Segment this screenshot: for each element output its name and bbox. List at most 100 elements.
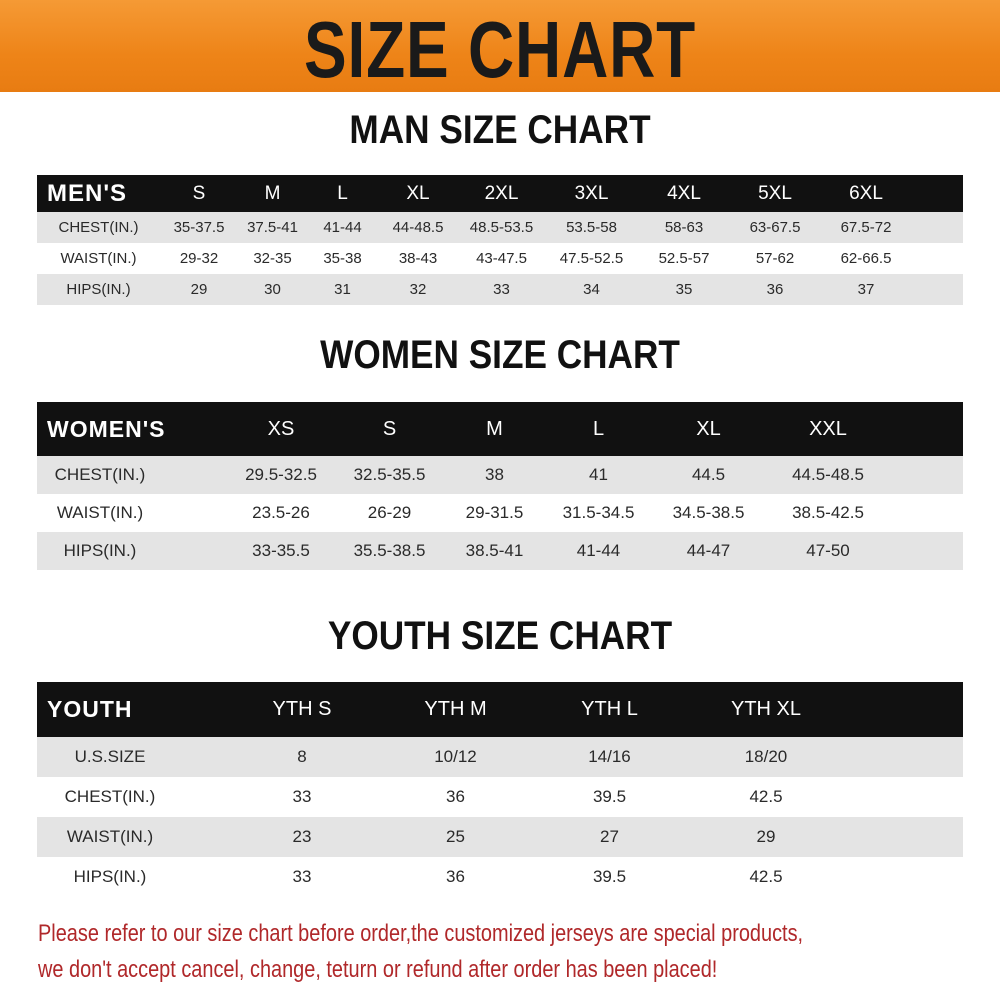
- size-cell: 3XL: [574, 182, 609, 204]
- table-row: CHEST(IN.) 33 36 39.5 42.5: [37, 777, 963, 817]
- size-cell: 43-47.5: [476, 250, 527, 267]
- size-cell: 35-38: [323, 250, 362, 267]
- size-cell: 38: [485, 465, 504, 484]
- size-cell: 14/16: [588, 747, 631, 766]
- size-cell: 26-29: [367, 503, 412, 522]
- size-cell: 44-48.5: [392, 219, 444, 236]
- size-cell: 47-50: [806, 541, 850, 560]
- size-cell: 35: [675, 281, 693, 298]
- size-cell: 39.5: [592, 867, 627, 886]
- size-cell: XL: [696, 417, 721, 440]
- row-label: CHEST(IN.): [64, 787, 156, 806]
- row-label: CHEST(IN.): [58, 219, 139, 236]
- size-cell: 29: [190, 281, 208, 298]
- size-cell: 63-67.5: [749, 219, 801, 236]
- size-cell: 4XL: [667, 182, 701, 204]
- row-label: WOMEN'S: [47, 415, 166, 442]
- size-cell: 36: [446, 787, 465, 806]
- table-row: U.S.SIZE 8 10/12 14/16 18/20: [37, 737, 963, 777]
- table-row: CHEST(IN.) 29.5-32.5 32.5-35.5 38 41 44.5 44.5…: [37, 456, 963, 494]
- size-cell: XXL: [809, 417, 847, 440]
- size-cell: 44.5-48.5: [792, 465, 864, 484]
- men-section-title: MAN SIZE CHART: [349, 108, 651, 152]
- size-cell: YTH L: [581, 698, 638, 720]
- row-label: YOUTH: [47, 696, 133, 722]
- size-chart-banner: SIZE CHART: [0, 0, 1000, 94]
- row-label: CHEST(IN.): [54, 465, 146, 484]
- size-cell: 10/12: [434, 747, 477, 766]
- size-cell: M: [486, 417, 503, 440]
- size-cell: 36: [446, 867, 465, 886]
- row-label: WAIST(IN.): [66, 827, 154, 846]
- table-row: WAIST(IN.) 29-32 32-35 35-38 38-43 43-47.5 47.…: [37, 243, 963, 274]
- row-label: HIPS(IN.): [63, 541, 137, 560]
- table-header-row: YOUTH YTH S YTH M YTH L YTH XL: [37, 682, 963, 737]
- size-cell: 30: [264, 281, 281, 298]
- size-cell: 48.5-53.5: [469, 219, 534, 236]
- table-row: WAIST(IN.) 23.5-26 26-29 29-31.5 31.5-34.5 34…: [37, 494, 963, 532]
- size-cell: 5XL: [758, 182, 792, 204]
- size-cell: 35-37.5: [173, 219, 225, 236]
- page-title: SIZE CHART: [304, 5, 696, 94]
- women-section-title: WOMEN SIZE CHART: [320, 333, 680, 377]
- size-cell: 8: [297, 747, 307, 766]
- size-cell: 37: [857, 281, 875, 298]
- size-cell: 67.5-72: [840, 219, 892, 236]
- size-cell: 38-43: [398, 250, 438, 267]
- size-cell: 37.5-41: [247, 219, 298, 236]
- table-header-row: WOMEN'S XS S M L XL XXL: [37, 402, 963, 456]
- size-cell: 27: [600, 827, 619, 846]
- size-cell: 35.5-38.5: [353, 541, 426, 560]
- size-cell: 6XL: [849, 182, 883, 204]
- size-cell: 33: [292, 867, 312, 886]
- size-cell: 41-44: [323, 219, 362, 236]
- size-cell: 32: [409, 281, 427, 298]
- row-label: WAIST(IN.): [60, 250, 137, 267]
- size-cell: 42.5: [749, 787, 783, 806]
- size-cell: 41-44: [576, 541, 621, 560]
- size-cell: 41: [589, 465, 608, 484]
- size-cell: 62-66.5: [840, 250, 892, 267]
- row-label: HIPS(IN.): [73, 867, 147, 886]
- size-cell: 29-32: [179, 250, 219, 267]
- size-cell: 33: [292, 787, 312, 806]
- size-cell: 58-63: [664, 219, 704, 236]
- size-cell: XL: [406, 182, 430, 204]
- size-cell: 31: [334, 281, 351, 298]
- size-cell: 39.5: [592, 787, 627, 806]
- size-cell: 29-31.5: [465, 503, 524, 522]
- size-cell: 44.5: [691, 465, 726, 484]
- size-cell: 53.5-58: [566, 219, 617, 236]
- size-cell: 38.5-42.5: [792, 503, 864, 522]
- size-cell: YTH M: [424, 698, 487, 720]
- notice-line-2: we don't accept cancel, change, teturn o…: [38, 956, 718, 983]
- table-row: HIPS(IN.) 33 36 39.5 42.5: [37, 857, 963, 897]
- row-label: WAIST(IN.): [56, 503, 144, 522]
- size-cell: 31.5-34.5: [562, 503, 635, 522]
- row-label: MEN'S: [47, 179, 128, 207]
- size-cell: YTH XL: [730, 698, 802, 720]
- size-cell: 47.5-52.5: [559, 250, 624, 267]
- table-header-row: MEN'S S M L XL 2XL 3XL 4XL 5XL 6XL: [37, 175, 963, 212]
- size-cell: 23: [292, 827, 312, 846]
- size-cell: 2XL: [484, 182, 519, 204]
- size-cell: 29.5-32.5: [245, 465, 317, 484]
- size-cell: 32.5-35.5: [353, 465, 426, 484]
- size-cell: 38.5-41: [465, 541, 524, 560]
- size-cell: 36: [766, 281, 784, 298]
- row-label: HIPS(IN.): [66, 281, 131, 298]
- women-size-table: WOMEN'S XS S M L XL XXL CHEST(IN.) 29.5-32.5 32.5…: [37, 402, 963, 570]
- youth-section-title: YOUTH SIZE CHART: [327, 614, 673, 658]
- men-size-table: MEN'S S M L XL 2XL 3XL 4XL 5XL 6XL CHEST(IN.) 35-37…: [37, 175, 963, 305]
- table-row: WAIST(IN.) 23 25 27 29: [37, 817, 963, 857]
- youth-size-table: YOUTH YTH S YTH M YTH L YTH XL U.S.SIZE 8 10/12…: [37, 682, 963, 897]
- size-cell: XS: [267, 417, 295, 440]
- size-cell: L: [337, 182, 348, 204]
- size-cell: 44-47: [686, 541, 731, 560]
- size-cell: S: [192, 182, 206, 204]
- size-cell: 34.5-38.5: [672, 503, 745, 522]
- size-cell: 29: [756, 827, 776, 846]
- size-cell: 25: [446, 827, 465, 846]
- size-cell: 33-35.5: [252, 541, 310, 560]
- size-cell: 42.5: [749, 867, 783, 886]
